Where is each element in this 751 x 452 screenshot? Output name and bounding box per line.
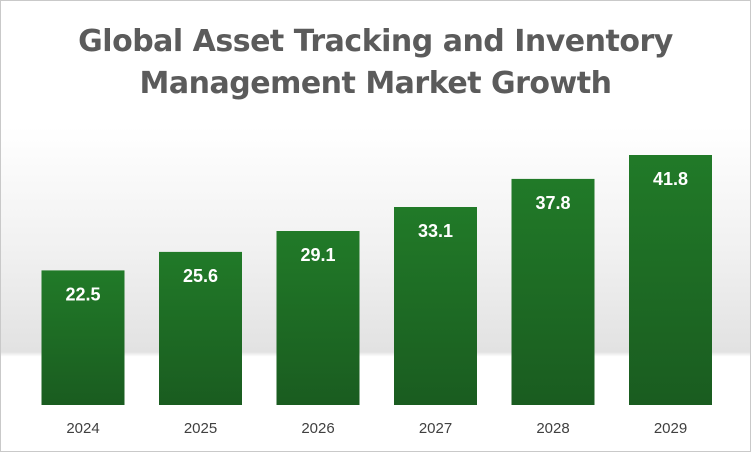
data-label-2028: 37.8 <box>535 193 570 213</box>
x-tick-label-2026: 2026 <box>301 420 334 437</box>
bar-2027 <box>394 207 477 405</box>
bar-2025 <box>159 251 242 405</box>
chart-title: Global Asset Tracking and Inventory Mana… <box>1 21 750 105</box>
bar-2028 <box>511 178 595 405</box>
x-tick-label-2027: 2027 <box>419 420 452 437</box>
data-labels-group: 22.5 25.6 29.1 33.1 37.8 41.8 <box>65 169 688 304</box>
x-tick-label-2024: 2024 <box>66 420 99 437</box>
bar-2029 <box>629 155 712 405</box>
x-tick-label-2029: 2029 <box>654 420 687 437</box>
x-tick-label-2025: 2025 <box>184 420 217 437</box>
data-label-2024: 22.5 <box>65 284 100 304</box>
data-label-2026: 29.1 <box>300 245 335 265</box>
data-label-2029: 41.8 <box>653 169 688 189</box>
chart-title-line-2: Management Market Growth <box>139 66 612 101</box>
chart-title-line-1: Global Asset Tracking and Inventory <box>78 24 673 59</box>
data-label-2025: 25.6 <box>183 266 218 286</box>
x-tick-label-2028: 2028 <box>536 420 569 437</box>
x-axis-ticks-group: 2024 2025 2026 2027 2028 2029 <box>66 420 687 437</box>
bar-2024 <box>41 270 125 405</box>
data-label-2027: 33.1 <box>418 221 453 241</box>
bars-group <box>41 155 712 405</box>
bar-2026 <box>276 231 360 405</box>
